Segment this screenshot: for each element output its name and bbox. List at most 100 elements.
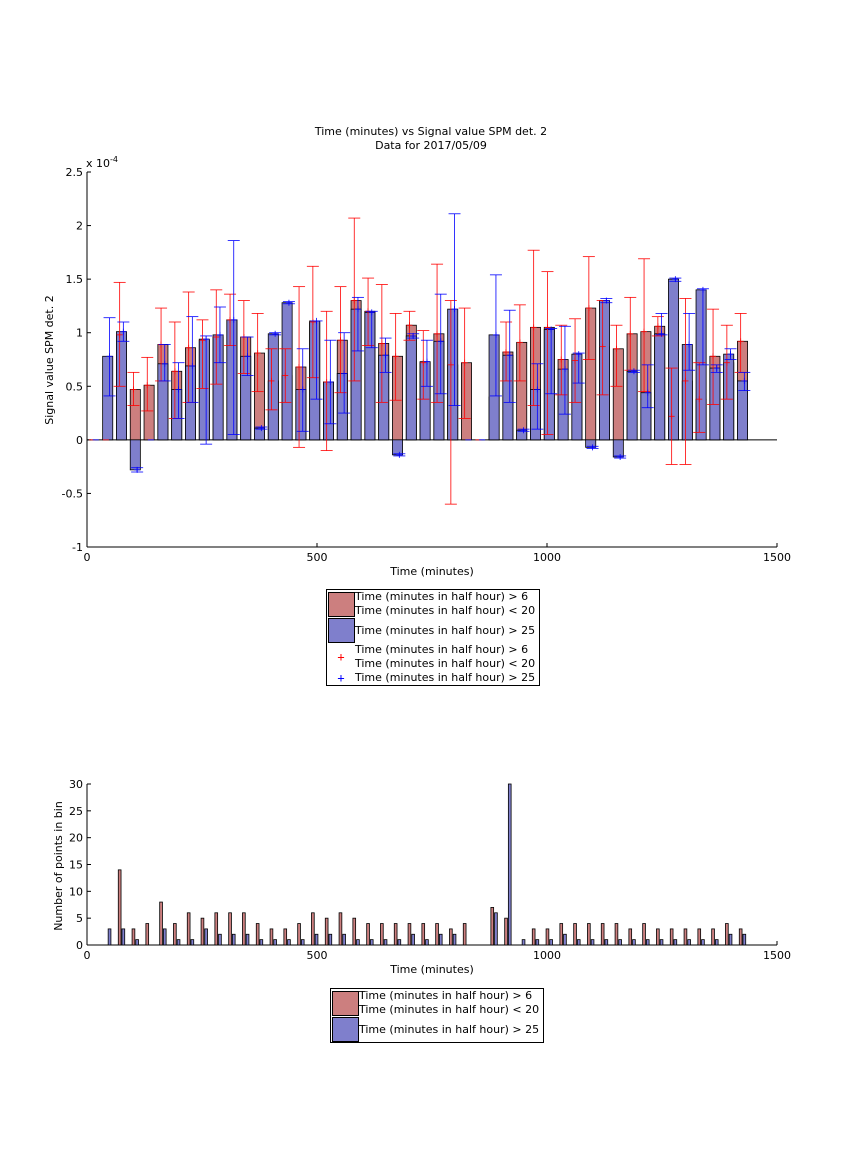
blue-bar (218, 933, 222, 946)
red-bar (421, 923, 426, 946)
blue-bar (535, 939, 540, 946)
blue-bar (654, 333, 666, 441)
red-bar (352, 917, 357, 946)
red-bar (366, 923, 370, 946)
x-tick-label: 1500 (763, 551, 791, 564)
blue-bar (419, 361, 431, 441)
legend-label: Time (minutes in half hour) > 25 (355, 623, 536, 637)
blue-bar (659, 939, 664, 946)
count-plot-area: 0 500 1000 1500 0 5 10 15 20 25 30 (69, 778, 791, 962)
red-bar (392, 355, 403, 441)
red-bar (269, 928, 274, 946)
count-legend: Time (minutes in half hour) > 6 Time (mi… (330, 988, 545, 1043)
red-bar (642, 923, 646, 946)
red-plus-marker: + (337, 650, 345, 664)
legend-item-blue-bar: Time (minutes in half hour) > 25 (327, 618, 539, 643)
blue-bar (176, 939, 181, 946)
y-tick-label: 5 (76, 912, 83, 925)
chart-subtitle: Data for 2017/05/09 (375, 139, 487, 152)
blue-bar (549, 939, 553, 946)
x-tick-label: 1000 (533, 551, 561, 564)
blue-bar (295, 389, 307, 441)
blue-bar (618, 939, 622, 946)
y-tick-label: 2 (76, 220, 83, 233)
signal-plot-area: 0 500 1000 1500 -1 -0.5 0 0.5 1 1.5 2 2.5 (62, 166, 791, 564)
red-bar (407, 923, 412, 946)
y-tick-label: 15 (69, 859, 83, 872)
y-tick-label: 0 (76, 939, 83, 952)
signal-legend: Time (minutes in half hour) > 6 Time (mi… (326, 589, 541, 686)
blue-bar (323, 381, 334, 441)
y-tick-label: 0 (76, 434, 83, 447)
red-bar (228, 912, 232, 946)
blue-bar (135, 939, 139, 946)
blue-bar (281, 302, 293, 441)
blue-bar (162, 928, 167, 946)
red-bar (559, 923, 564, 946)
x-tick-label: 500 (307, 551, 328, 564)
red-bar (131, 928, 136, 946)
red-bar (435, 923, 439, 946)
red-bar (117, 869, 122, 946)
blue-bar (273, 939, 277, 946)
red-bar (656, 928, 660, 946)
blue-bar (171, 389, 183, 441)
legend-item-red-bar: Time (minutes in half hour) > 6 Time (mi… (327, 590, 539, 618)
red-bar (628, 928, 633, 946)
blue-bar (714, 939, 719, 946)
y-multiplier-exp: -4 (110, 155, 118, 164)
red-bar (531, 928, 536, 946)
signal-chart: Time (minutes) vs Signal value SPM det. … (43, 125, 791, 578)
red-bar (129, 389, 141, 441)
blue-bar (107, 928, 112, 946)
blue-bar (267, 333, 279, 441)
blue-bar (350, 308, 362, 441)
y-tick-label: 1 (76, 327, 83, 340)
x-axis-label: Time (minutes) (389, 565, 474, 578)
red-bar (697, 928, 702, 946)
blue-bar (668, 278, 679, 441)
red-bar (297, 923, 301, 946)
y-multiplier-label: x 10-4 (86, 155, 118, 170)
y-tick-label: 20 (69, 832, 83, 845)
blue-bar (300, 939, 305, 946)
y-tick-label: 1.5 (66, 273, 84, 286)
red-bar (585, 307, 597, 441)
blue-bar (599, 300, 610, 441)
blue-bar (336, 373, 348, 441)
y-tick-label: 10 (69, 885, 83, 898)
blue-bar (723, 353, 735, 441)
y-axis-label: Signal value SPM det. 2 (43, 295, 56, 425)
legend-label: Time (minutes in half hour) > 25 (359, 1022, 540, 1036)
red-bar (614, 923, 619, 946)
blue-bar (392, 439, 403, 456)
legend-item-blue-bar: Time (minutes in half hour) > 25 (331, 1017, 543, 1042)
blue-bar (204, 928, 208, 946)
x-tick-label: 500 (307, 949, 328, 962)
red-bar (200, 917, 205, 946)
blue-bar (452, 933, 457, 946)
blue-bar (240, 355, 252, 441)
blue-bar (626, 370, 638, 441)
blue-bar (231, 933, 236, 946)
x-tick-label: 0 (84, 551, 91, 564)
red-bar (173, 923, 177, 946)
blue-bar (328, 933, 333, 946)
blue-bar (571, 353, 583, 441)
legend-item-blue-plus: + Time (minutes in half hour) > 25 (327, 671, 539, 685)
blue-bar (709, 367, 721, 441)
blue-bar-swatch (331, 1017, 359, 1042)
blue-bar (212, 334, 224, 441)
red-bar (738, 928, 743, 946)
blue-bar (314, 933, 319, 946)
red-bar (324, 917, 329, 946)
legend-label: Time (minutes in half hour) > 6 Time (mi… (359, 989, 540, 1016)
blue-bar (190, 939, 195, 946)
blue-bar (742, 933, 747, 946)
legend-item-red-bar: Time (minutes in half hour) > 6 Time (mi… (331, 989, 543, 1017)
blue-bar (287, 939, 291, 946)
legend-label: Time (minutes in half hour) > 6 Time (mi… (355, 643, 536, 670)
legend-label: Time (minutes in half hour) > 25 (355, 671, 536, 684)
blue-bar (121, 928, 126, 946)
